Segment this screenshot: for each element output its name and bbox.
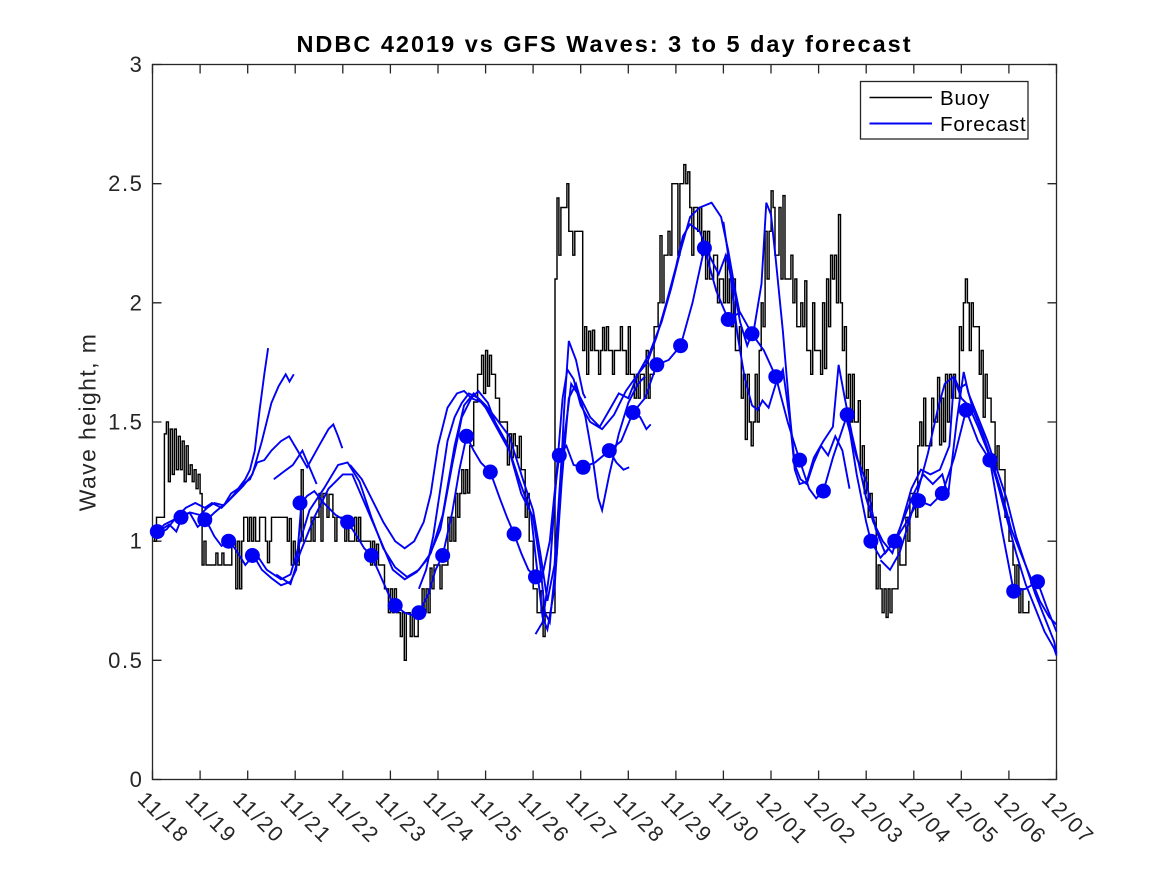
svg-text:Wave height, m: Wave height, m xyxy=(75,333,101,512)
svg-text:1: 1 xyxy=(130,529,144,554)
svg-text:Buoy: Buoy xyxy=(940,87,990,110)
svg-text:0.5: 0.5 xyxy=(108,648,143,673)
svg-text:Forecast: Forecast xyxy=(940,113,1027,136)
svg-text:0: 0 xyxy=(130,767,144,792)
svg-text:3: 3 xyxy=(130,52,144,77)
svg-text:1.5: 1.5 xyxy=(108,410,143,435)
svg-text:2.5: 2.5 xyxy=(108,171,143,196)
svg-text:NDBC 42019 vs GFS Waves: 3 to: NDBC 42019 vs GFS Waves: 3 to 5 day fore… xyxy=(296,31,912,57)
svg-text:2: 2 xyxy=(130,290,144,315)
